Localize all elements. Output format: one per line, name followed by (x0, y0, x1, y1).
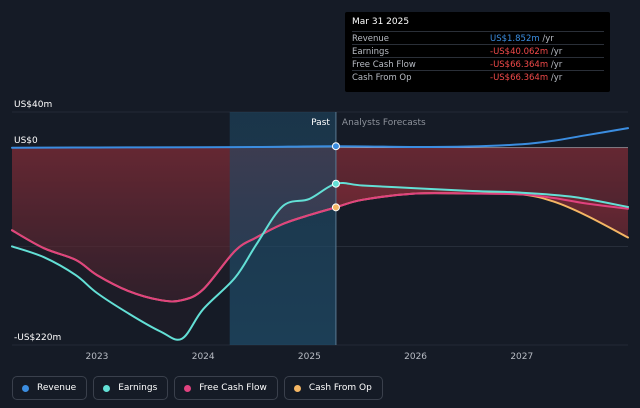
legend-dot-revenue (22, 384, 29, 392)
tooltip-row-cash-from-op: Cash From Op -US$66.364m /yr (352, 70, 604, 84)
tooltip-value-cash-from-op: -US$66.364m /yr (490, 73, 563, 83)
legend-item-cash-from-op[interactable]: Cash From Op (283, 376, 383, 400)
y-tick-label-0: US$40m (14, 100, 52, 110)
series-line-revenue (11, 127, 629, 149)
past-label: Past (311, 118, 330, 128)
x-tick-label-2027: 2027 (510, 352, 533, 362)
legend-dot-cash-from-op (293, 384, 301, 392)
tooltip-label-free-cash-flow: Free Cash Flow (352, 60, 416, 70)
tooltip-label-earnings: Earnings (352, 47, 389, 57)
chart: US$40m US$0 -US$220m 2023 2024 2025 2026 2027 Pa… (11, 100, 629, 362)
tooltip-value-revenue: US$1.852m /yr (490, 34, 554, 44)
x-tick-label-2023: 2023 (86, 352, 109, 362)
series-line-free-cash-flow (11, 192, 629, 303)
marker-cash-from-op (331, 203, 340, 212)
legend-dot-free-cash-flow (184, 384, 192, 392)
x-tick-label-2026: 2026 (404, 352, 427, 362)
tooltip-value-free-cash-flow: -US$66.364m /yr (490, 60, 563, 70)
tooltip: Mar 31 2025 Revenue US$1.852m /yr Earnin… (345, 12, 610, 92)
tooltip-row-revenue: Revenue US$1.852m /yr (352, 31, 604, 45)
tooltip-value-earnings: -US$40.062m /yr (490, 47, 563, 57)
legend-label-cash-from-op: Cash From Op (308, 383, 372, 393)
marker-revenue (331, 142, 340, 151)
x-tick-label-2024: 2024 (192, 352, 215, 362)
tooltip-date: Mar 31 2025 (352, 17, 410, 27)
y-tick-label-1: US$0 (14, 136, 38, 146)
legend: Revenue Earnings Free Cash Flow Cash Fro… (12, 376, 383, 400)
legend-label-earnings: Earnings (118, 383, 158, 393)
legend-dot-earnings (103, 384, 111, 392)
legend-item-revenue[interactable]: Revenue (12, 376, 88, 400)
y-tick-label-2: -US$220m (14, 333, 61, 343)
earnings-area (12, 147, 628, 340)
marker-earnings (331, 179, 340, 188)
tooltip-label-cash-from-op: Cash From Op (352, 73, 412, 83)
x-tick-label-2025: 2025 (298, 352, 321, 362)
forecast-label: Analysts Forecasts (342, 118, 426, 128)
legend-item-free-cash-flow[interactable]: Free Cash Flow (174, 376, 278, 400)
tooltip-row-free-cash-flow: Free Cash Flow -US$66.364m /yr (352, 57, 604, 71)
series-line-earnings (11, 181, 629, 341)
legend-label-revenue: Revenue (37, 383, 77, 393)
past-band (229, 112, 336, 345)
tooltip-label-revenue: Revenue (352, 34, 390, 44)
tooltip-row-earnings: Earnings -US$40.062m /yr (352, 44, 604, 58)
negative-area (12, 147, 628, 302)
legend-item-earnings[interactable]: Earnings (93, 376, 169, 400)
legend-label-free-cash-flow: Free Cash Flow (199, 383, 267, 393)
